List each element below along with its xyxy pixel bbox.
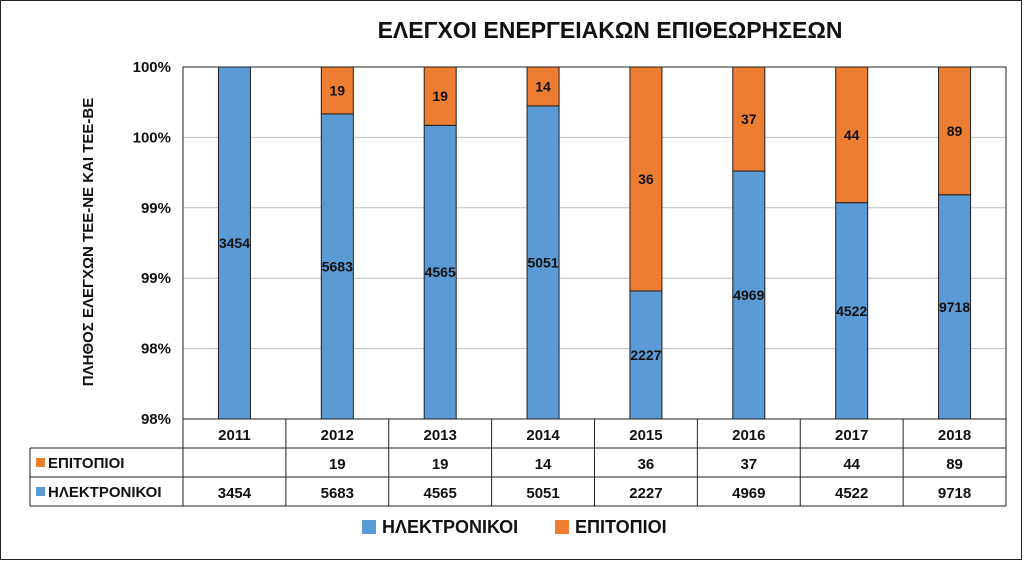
bar-electronic-2016 — [732, 170, 766, 420]
bar-onsite-2014 — [526, 66, 560, 107]
data-label-onsite: 19 — [330, 82, 346, 98]
x-tick-label: 2012 — [321, 427, 354, 444]
bar-electronic-2017 — [835, 202, 869, 420]
table-cell-onsite: 36 — [638, 456, 655, 473]
table-cell-electronic: 4969 — [732, 485, 765, 502]
y-tick-label: 100% — [133, 129, 171, 146]
legend-swatch-onsite — [555, 520, 569, 534]
table-cell-electronic: 9718 — [938, 485, 971, 502]
bar-onsite-2017 — [835, 66, 869, 204]
data-label-electronic: 3454 — [219, 235, 250, 251]
y-tick-label: 98% — [141, 341, 171, 358]
y-tick-label: 98% — [141, 411, 171, 428]
legend-label-onsite: ΕΠΙΤΟΠΙΟΙ — [575, 517, 667, 537]
x-tick-label: 2017 — [835, 427, 868, 444]
y-tick-label: 99% — [141, 200, 171, 217]
table-row-header-onsite: ΕΠΙΤΟΠΙΟΙ — [48, 455, 124, 472]
x-tick-label: 2013 — [424, 427, 457, 444]
bar-onsite-2016 — [732, 66, 766, 172]
y-ticks: 100% 100% 99% 99% 98% 98% — [133, 59, 171, 428]
bar-onsite-2012 — [320, 66, 354, 115]
bar-electronic-2015 — [629, 290, 663, 420]
table-cell-onsite: 19 — [329, 456, 346, 473]
data-label-electronic: 4522 — [836, 303, 867, 319]
bar-electronic-2012 — [320, 113, 354, 420]
bar-onsite-2018 — [938, 66, 972, 196]
table-cell-onsite: 89 — [946, 456, 963, 473]
legend-swatch-electronic — [362, 520, 376, 534]
bar-electronic-2014 — [526, 105, 560, 420]
x-tick-label: 2015 — [629, 427, 662, 444]
data-label-onsite: 19 — [432, 88, 448, 104]
table-cell-electronic: 4565 — [424, 485, 457, 502]
bar-onsite-2015 — [629, 66, 663, 292]
bars: 3454 19 5683 19 4565 14 5051 36 2227 37 4969 44 4522… — [217, 66, 972, 420]
bar-electronic-2013 — [423, 124, 457, 420]
table-key-onsite — [36, 458, 45, 467]
x-tick-label: 2011 — [218, 427, 251, 444]
x-tick-label: 2018 — [938, 427, 971, 444]
data-label-onsite: 37 — [741, 111, 757, 127]
data-label-electronic: 2227 — [630, 347, 661, 363]
x-tick-label: 2014 — [526, 427, 560, 444]
table-row-header-electronic: ΗΛΕΚΤΡΟΝΙΚΟΙ — [48, 484, 162, 501]
legend: ΗΛΕΚΤΡΟΝΙΚΟΙ ΕΠΙΤΟΠΙΟΙ — [362, 517, 667, 537]
table-cell-onsite: 37 — [740, 456, 757, 473]
data-label-onsite: 89 — [947, 123, 963, 139]
bar-electronic-2018 — [938, 194, 972, 420]
y-tick-label: 100% — [133, 59, 171, 76]
data-label-electronic: 4565 — [425, 264, 456, 280]
gridlines — [182, 66, 1007, 420]
bar-electronic-2011 — [217, 66, 251, 420]
plot-border — [182, 66, 1007, 420]
data-label-onsite: 14 — [535, 78, 551, 94]
table-cell-electronic: 3454 — [218, 485, 252, 502]
legend-label-electronic: ΗΛΕΚΤΡΟΝΙΚΟΙ — [382, 517, 518, 537]
y-axis-label: ΠΛΗΘΟΣ ΕΛΕΓΧΩΝ ΤΕΕ-ΝΕ ΚΑΙ ΤΕΕ-ΒΕ — [80, 98, 97, 386]
data-label-onsite: 44 — [844, 127, 860, 143]
table-cell-onsite: 44 — [843, 456, 860, 473]
table-cell-onsite: 19 — [432, 456, 449, 473]
x-tick-label: 2016 — [732, 427, 765, 444]
table-cell-electronic: 5051 — [526, 485, 559, 502]
table-cell-onsite: 14 — [535, 456, 552, 473]
table-key-electronic — [36, 487, 45, 496]
data-label-electronic: 4969 — [733, 287, 764, 303]
chart-title: ΕΛΕΓΧΟΙ ΕΝΕΡΓΕΙΑΚΩΝ ΕΠΙΘΕΩΡΗΣΕΩΝ — [378, 17, 843, 43]
data-label-electronic: 9718 — [939, 299, 970, 315]
table-cell-electronic: 2227 — [629, 485, 662, 502]
bar-onsite-2013 — [423, 66, 457, 126]
data-label-electronic: 5683 — [322, 258, 353, 274]
data-label-onsite: 36 — [638, 171, 654, 187]
y-tick-label: 99% — [141, 270, 171, 287]
data-table: 2011 3454 2012 19 5683 2013 19 4565 2014 14 5051 20… — [29, 419, 1007, 507]
table-cell-electronic: 5683 — [321, 485, 354, 502]
table-cell-electronic: 4522 — [835, 485, 868, 502]
data-label-electronic: 5051 — [527, 254, 558, 270]
